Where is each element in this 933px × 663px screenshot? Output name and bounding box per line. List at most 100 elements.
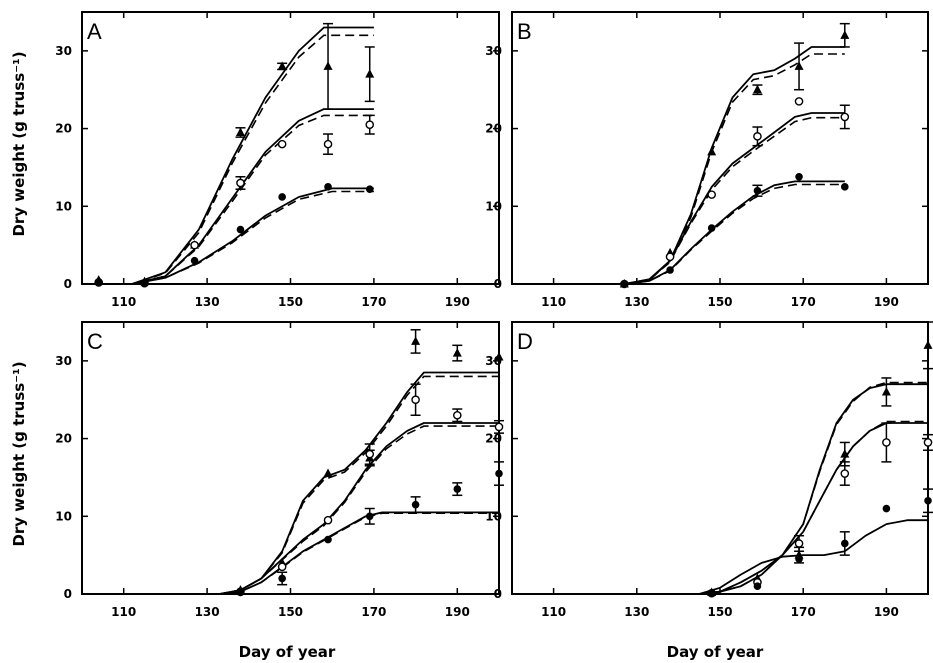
panel-a-xtick-label: 190 [445,295,470,309]
panel-b-point-filled-circle [666,266,674,274]
panel-c-xtick-label: 170 [361,605,386,619]
panel-b-xtick-label: 170 [791,295,816,309]
panel-c-point-open-circle [323,515,333,525]
panel-a-point-open-circle [190,240,199,250]
panel-d-ytick-label: 10 [485,509,502,523]
panel-d-point-open-circle [840,469,850,478]
panel-b-ytick-label: 10 [485,199,502,213]
panel-d-xtick-label: 170 [791,605,816,619]
panel-a-ytick-label: 30 [55,44,72,58]
panel-c-xtick-label: 150 [278,605,303,619]
panels-group: A 110 130 150 170 190 0 10 20 30 B 110 130 150 170 190 0… [55,11,933,619]
panel-c-point-filled-circle [278,574,286,583]
panel-c-ytick-label: 30 [55,354,72,368]
panel-b-xtick-label: 190 [874,295,899,309]
panel-b-fit-dashed-2 [624,116,845,285]
panel-c-point-filled-circle [236,588,245,597]
panel-b-frame [511,11,929,285]
panel-b-point-triangle [707,146,717,156]
panel-c-frame [81,321,500,595]
panel-b-point-triangle [752,84,762,94]
panel-d-point-filled-circle [882,504,891,513]
panel-c-xtick-label: 130 [195,605,220,619]
x-axis-title-left: Day of year [239,643,336,661]
panel-b-point-open-circle [794,97,804,106]
panel-b-ytick-label: 30 [485,44,502,58]
panel-c-point-open-circle [411,395,420,405]
panel-a-point-filled-circle [236,225,245,234]
panel-d-xtick-label: 190 [874,605,899,619]
panel-c-fit-dashed-1 [219,375,499,595]
panel-c-ytick-label: 20 [55,432,72,446]
panel-a-frame [81,11,500,285]
panel-d-ytick-label: 30 [485,354,502,368]
panel-a-point-filled-circle [190,256,199,265]
panel-b-xtick-label: 150 [707,295,732,309]
panel-a-point-triangle [277,61,287,70]
panel-a-ytick-label: 20 [55,122,72,136]
panel-b: B 110 130 150 170 190 0 10 20 30 [485,11,929,309]
panel-c-point-filled-circle [411,500,420,509]
panel-d-xtick-label: 130 [624,605,649,619]
panel-a-fit-solid-3 [98,187,374,285]
panel-d-ytick-label: 20 [485,432,502,446]
panel-b-letter: B [517,19,532,44]
panel-a-point-triangle [235,127,245,136]
panel-a-xtick-label: 170 [361,295,386,309]
panel-b-point-triangle [840,30,850,39]
panel-c-ytick-label: 10 [55,509,72,523]
panel-a-point-triangle [365,69,375,78]
panel-a-point-filled-circle [324,183,332,191]
panel-a-fit-dashed-2 [98,114,374,285]
panel-b-point-open-circle [707,190,716,199]
panel-c-point-filled-circle [365,512,374,521]
panel-d-xtick-label: 150 [707,605,732,619]
y-axis-title-top: Dry weight (g truss⁻¹) [10,51,28,236]
panel-a-point-filled-circle [365,185,374,193]
panel-a-letter: A [87,19,102,44]
panel-b-point-filled-circle [795,172,803,181]
panel-c-point-triangle [494,351,504,361]
panel-d-point-filled-circle [795,555,803,563]
panel-c-point-triangle [411,336,421,345]
panel-a-xtick-label: 110 [111,295,136,309]
panel-a-point-filled-circle [94,277,103,286]
panel-b-point-open-circle [840,112,850,122]
panel-a-point-filled-circle [140,279,149,288]
panel-d-point-open-circle [882,438,891,447]
panel-c-point-filled-circle [324,535,332,544]
x-axis-title-right: Day of year [667,643,764,661]
panel-c-xtick-label: 190 [445,605,470,619]
panel-a-xtick-label: 130 [195,295,220,309]
panel-d-point-filled-circle [707,589,716,598]
panel-b-fit-solid-2 [624,112,845,285]
panel-d-fit-dashed-2 [699,420,928,595]
panel-c-point-filled-circle [453,485,462,493]
panel-b-point-filled-circle [841,183,849,191]
panel-c-xtick-label: 110 [111,605,136,619]
panel-b-xtick-label: 130 [624,295,649,309]
panel-a-point-open-circle [365,120,375,129]
panel-c-fit-dashed-3 [219,512,499,595]
panel-c-point-filled-circle [495,469,503,478]
panel-d-point-filled-circle [924,496,932,505]
panel-b-point-triangle [794,61,804,70]
panel-b-ytick-label: 20 [485,122,502,136]
panel-b-point-open-circle [753,132,762,141]
panel-a-point-open-circle [236,178,245,188]
y-axis-title-bottom: Dry weight (g truss⁻¹) [10,361,28,546]
panel-c-letter: C [87,329,103,354]
panel-a-point-filled-circle [278,193,286,201]
panel-a-ytick-label: 0 [64,277,72,291]
panel-d: D 110 130 150 170 190 0 10 20 30 [485,321,933,619]
panel-d-point-filled-circle [753,582,762,591]
panel-d-frame [511,321,929,595]
panel-a: A 110 130 150 170 190 0 10 20 30 [55,11,500,309]
panel-c-point-open-circle [365,449,375,459]
panel-d-xtick-label: 110 [541,605,566,619]
panel-d-fit-solid-2 [699,422,928,595]
panel-b-fit-dashed-1 [624,53,845,285]
panel-c-fit-solid-2 [219,422,499,595]
panel-a-xtick-label: 150 [278,295,303,309]
panel-b-point-open-circle [665,252,675,262]
